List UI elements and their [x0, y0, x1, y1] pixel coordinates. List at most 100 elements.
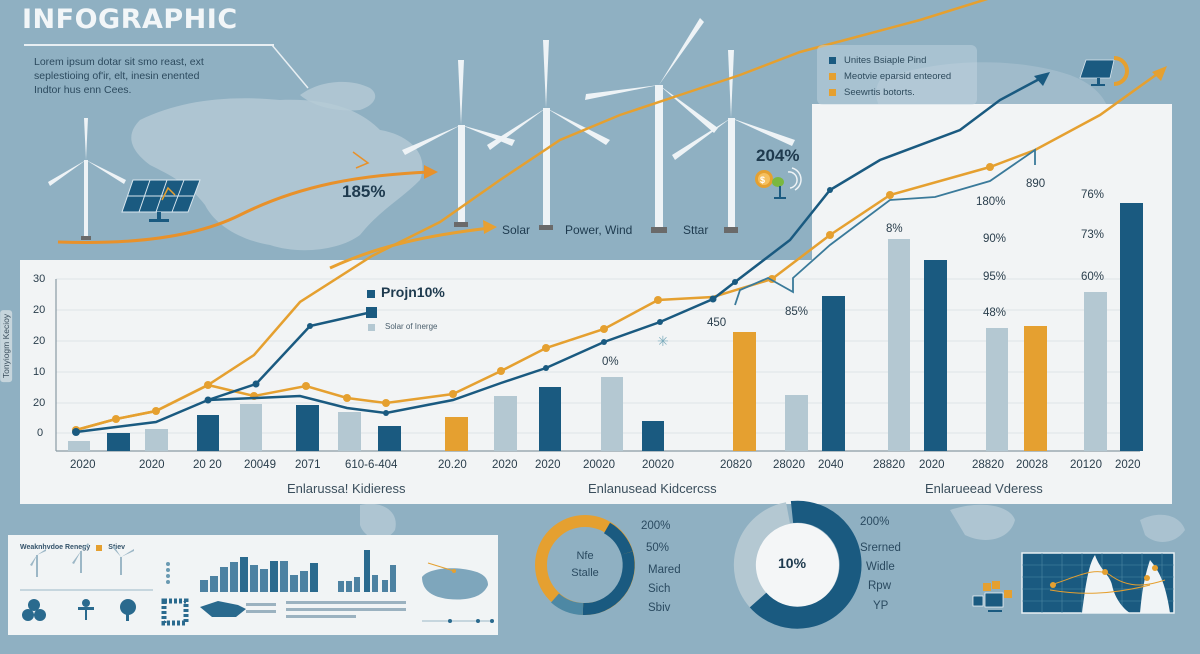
solar-panel-icon [121, 179, 201, 222]
legend-swatch-navy [367, 290, 375, 298]
x-label: 20020 [583, 459, 615, 471]
wind-turbine-icon [48, 118, 126, 240]
donut-center-line: Nfe [576, 550, 594, 562]
y-tick: 0 [37, 427, 44, 439]
money-satellite-icon: $ [755, 167, 802, 199]
section-title: Enlarueead Vderess [925, 481, 1043, 496]
y-tick: 20 [33, 335, 46, 347]
donut-left-center: Nfe Stalle [560, 548, 610, 582]
donut-right-label: 200% [860, 516, 890, 528]
bar-annotation: 450 [707, 317, 727, 329]
donut-left-label: 200% [641, 520, 671, 532]
bar-annotation: 8% [886, 223, 903, 235]
donut-left-label: Sich [648, 583, 671, 595]
bottom-card-tag: Stiev [108, 544, 126, 551]
title-divider [24, 44, 274, 46]
mini-legend-dots [166, 562, 170, 584]
bar-annotation: 48% [983, 307, 1007, 319]
navy-line-markers [72, 187, 833, 436]
x-label: 20020 [642, 459, 674, 471]
x-label: 28820 [873, 459, 905, 471]
mini-grid-icon [161, 598, 189, 626]
wind-turbine-icon [585, 18, 718, 233]
y-tick: 20 [33, 397, 46, 409]
chart-panel-extension [812, 104, 1172, 264]
x-label: 28820 [972, 459, 1004, 471]
donut-left-label: 50% [646, 542, 670, 554]
bar-annotation: 76% [1081, 189, 1105, 201]
bar-annotation: 0% [602, 356, 619, 368]
legend-swatch-orange [829, 72, 836, 80]
x-label: 2020 [919, 459, 945, 471]
inner-legend-sub: Solar of Inerge [385, 322, 438, 331]
page-title: INFOGRAPHIC [22, 4, 238, 35]
bottom-card-title: Weaknhvdoe Renegy Stiev [20, 544, 125, 551]
section-title: Enlarussa! Kidieress [287, 481, 406, 496]
intro-line: Indtor hus enn Cees. [34, 84, 132, 96]
legend-label: Seewrtis botorts. [844, 86, 915, 98]
us-map-icon [422, 568, 488, 600]
donut-right-label: YP [873, 600, 889, 612]
bars [68, 203, 1143, 451]
bar-annotation: 90% [983, 233, 1007, 245]
solar-data-panel-icon [972, 552, 1175, 614]
x-label: 20120 [1070, 459, 1102, 471]
wind-turbine-icon [487, 40, 610, 230]
mini-map-icon [200, 601, 246, 617]
x-label: 2020 [492, 459, 518, 471]
inner-legend-title: Projn10% [381, 284, 445, 300]
mini-bar-chart [200, 550, 396, 592]
x-label: 2020 [139, 459, 165, 471]
x-label: 2020 [1115, 459, 1141, 471]
turbine-label: Power, Wind [565, 223, 633, 237]
donut-left-label: Sbiv [648, 602, 671, 614]
x-label: 2071 [295, 459, 321, 471]
solar-panel-icon [1079, 56, 1129, 86]
legend-swatch-navy [829, 56, 836, 64]
bottom-card-title-text: Weaknhvdoe Renegy [20, 544, 91, 551]
donut-left-label: Mared [648, 564, 681, 576]
bottom-card-graphics [20, 543, 494, 626]
legend-swatch-orange [96, 544, 103, 551]
sparkle-icon: ✳ [657, 334, 669, 350]
y-tick: 20 [33, 304, 46, 316]
bar-annotation: 85% [785, 306, 809, 318]
donut-chart-left [535, 515, 635, 616]
bar-annotation: 73% [1081, 229, 1105, 241]
mini-turbine-icon [30, 543, 134, 577]
intro-line: Lorem ipsum dotar sit smo reast, ext [34, 56, 204, 68]
bar-annotation: 60% [1081, 271, 1105, 283]
legend-label: Meotvie eparsid enteored [844, 70, 952, 82]
legend-item: Seewrtis botorts. [829, 84, 965, 100]
x-label: 2040 [818, 459, 844, 471]
legend-item: Meotvie eparsid enteored [829, 68, 965, 84]
donut-chart-right [733, 500, 862, 629]
mini-text-block [246, 601, 406, 618]
x-label: 2020 [535, 459, 561, 471]
turbine-label: Sttar [683, 223, 709, 237]
grid-lines [56, 278, 1140, 434]
x-label: 20028 [1016, 459, 1048, 471]
donut-right-label: Srerned [860, 542, 901, 554]
intro-text: Lorem ipsum dotar sit smo reast, ext sep… [34, 55, 254, 97]
donut-right-label: Widle [866, 561, 895, 573]
legend-swatch-light [368, 324, 375, 331]
wind-turbine-icon [672, 50, 795, 233]
legend-swatch-orange [829, 88, 836, 96]
section-title: Enlanusead Kidcercss [588, 481, 717, 496]
x-label: 20820 [720, 459, 752, 471]
bottom-info-card: Weaknhvdoe Renegy Stiev [8, 535, 498, 635]
top-legend: Unites Bsiaple Pind Meotvie eparsid ente… [817, 45, 977, 105]
y-axis-title: Tonyiogm Kecioy [0, 309, 13, 383]
legend-item: Unites Bsiaple Pind [829, 52, 965, 68]
donut-right-center: 10% [778, 555, 807, 571]
x-label: 20 20 [193, 459, 222, 471]
y-tick: 30 [33, 273, 46, 285]
map-percent-callout: 185% [342, 182, 386, 201]
top-percent-callout: 204% [756, 146, 800, 165]
x-label: 20.20 [438, 459, 467, 471]
orange-line-markers [72, 163, 994, 434]
x-label: 28020 [773, 459, 805, 471]
mini-icon-row [22, 599, 136, 621]
